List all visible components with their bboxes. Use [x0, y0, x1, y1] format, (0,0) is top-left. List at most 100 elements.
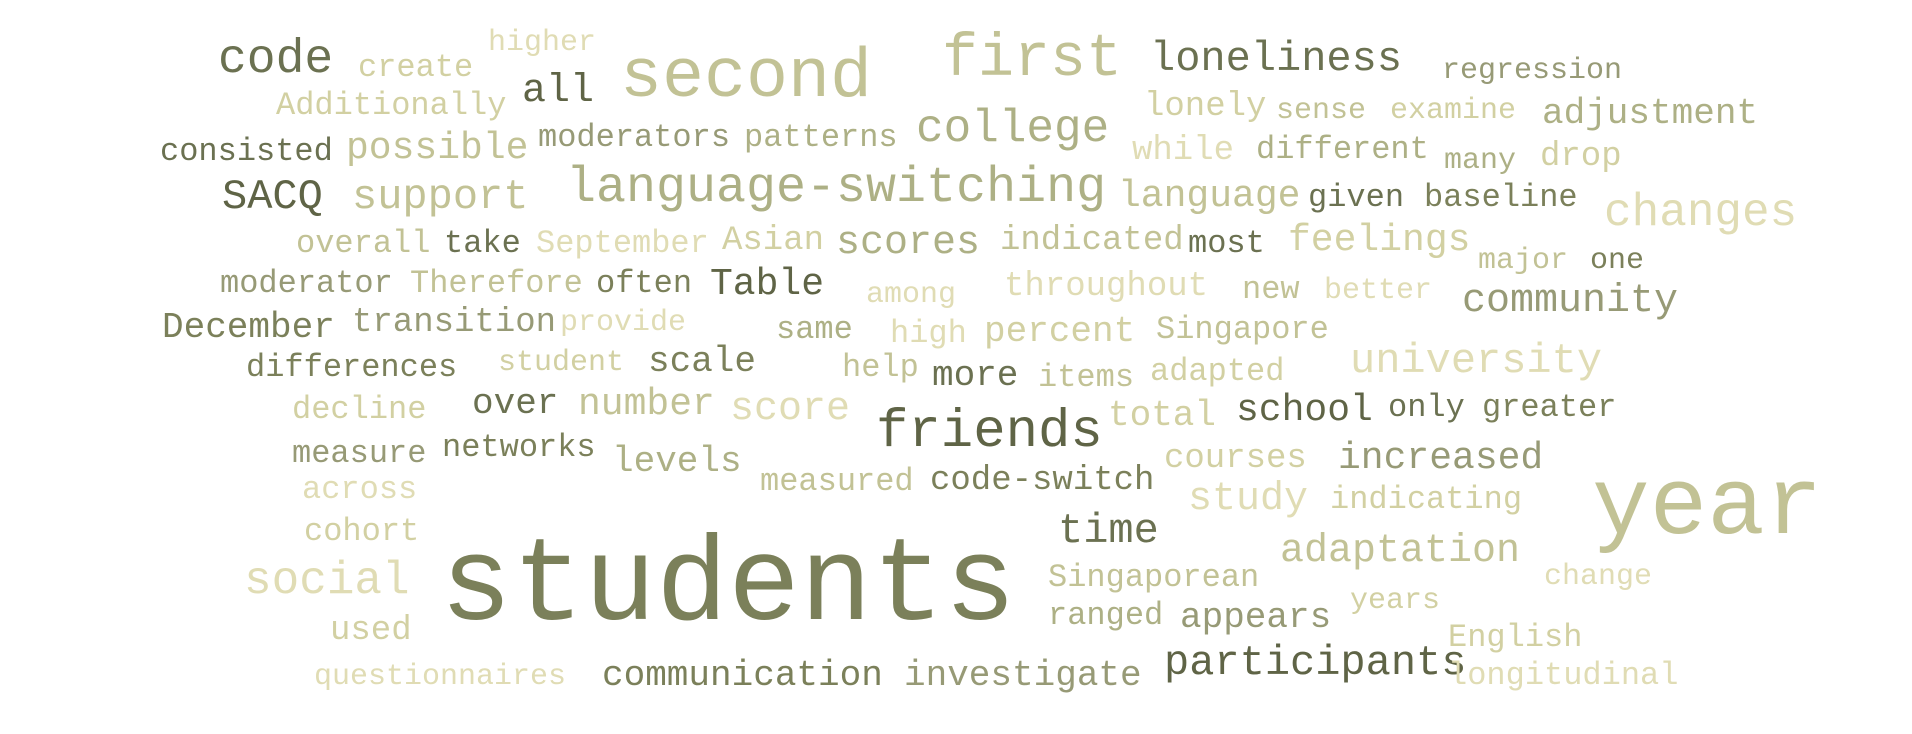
- word: December: [162, 307, 335, 348]
- word: changes: [1604, 187, 1798, 239]
- word: many: [1444, 144, 1517, 178]
- word: school: [1236, 389, 1373, 432]
- word: indicated: [1000, 222, 1184, 260]
- word: Singaporean: [1048, 559, 1260, 596]
- word: adjustment: [1542, 93, 1759, 134]
- word: transition: [352, 304, 557, 342]
- word: differences: [246, 349, 458, 386]
- word: students: [440, 520, 1017, 656]
- word: support: [352, 173, 529, 221]
- word: indicating: [1330, 481, 1523, 518]
- word: university: [1350, 337, 1603, 385]
- word: SACQ: [222, 173, 323, 221]
- word: higher: [488, 26, 597, 60]
- word: new: [1242, 271, 1300, 308]
- word: Singapore: [1156, 311, 1329, 348]
- word: over: [472, 383, 559, 424]
- word: study: [1188, 477, 1309, 522]
- word: appears: [1180, 597, 1332, 638]
- word: high: [890, 315, 967, 352]
- word: used: [330, 612, 412, 650]
- word: ranged: [1048, 597, 1164, 634]
- word: communication: [602, 655, 883, 696]
- word: measured: [760, 463, 914, 500]
- word: friends: [876, 402, 1103, 463]
- word: total: [1108, 395, 1217, 436]
- word: scores: [836, 221, 981, 266]
- word: Additionally: [276, 87, 507, 124]
- word: same: [776, 311, 853, 348]
- word: code: [218, 33, 334, 87]
- word: code-switch: [930, 462, 1155, 500]
- word: possible: [346, 127, 529, 170]
- word: most: [1188, 225, 1265, 262]
- word: English: [1448, 619, 1583, 656]
- word: often: [596, 265, 693, 302]
- word: regression: [1442, 54, 1623, 88]
- word: provide: [560, 306, 687, 340]
- word: questionnaires: [314, 660, 567, 694]
- word: moderator: [220, 265, 393, 302]
- word: create: [358, 49, 474, 86]
- word: score: [730, 387, 851, 432]
- word: lonely: [1144, 88, 1267, 126]
- word: throughout: [1004, 268, 1209, 306]
- word: Asian: [722, 222, 825, 260]
- word: take: [444, 225, 521, 262]
- word: baseline: [1424, 179, 1578, 216]
- word: increased: [1338, 437, 1544, 480]
- word: student: [498, 346, 625, 380]
- word: years: [1350, 584, 1441, 618]
- word: better: [1324, 274, 1433, 308]
- word: September: [536, 225, 709, 262]
- word: only: [1388, 389, 1465, 426]
- word: number: [578, 383, 715, 426]
- word: sense: [1276, 94, 1367, 128]
- word: across: [302, 471, 418, 508]
- word: examine: [1390, 94, 1517, 128]
- word: while: [1132, 132, 1235, 170]
- word: loneliness: [1150, 35, 1403, 83]
- word: investigate: [904, 655, 1142, 696]
- word: items: [1038, 359, 1135, 396]
- word: courses: [1164, 440, 1307, 478]
- word: Table: [710, 263, 825, 306]
- word: patterns: [744, 119, 898, 156]
- word: major: [1478, 244, 1569, 278]
- word: adapted: [1150, 353, 1285, 390]
- word: college: [916, 103, 1110, 155]
- word: more: [932, 355, 1019, 396]
- word: language: [1118, 175, 1301, 218]
- word: one: [1590, 244, 1645, 278]
- word: cohort: [304, 513, 420, 550]
- word: feelings: [1288, 219, 1471, 262]
- word: participants: [1164, 639, 1467, 687]
- word: networks: [442, 429, 596, 466]
- word: change: [1544, 560, 1653, 594]
- word: year: [1592, 453, 1823, 562]
- word: moderators: [538, 119, 731, 156]
- word: consisted: [160, 133, 333, 170]
- word: help: [842, 349, 919, 386]
- word: overall: [296, 225, 431, 262]
- word: longitudinal: [1448, 657, 1679, 694]
- word: greater: [1482, 389, 1617, 426]
- word: percent: [984, 311, 1136, 352]
- word: time: [1058, 507, 1159, 555]
- word: measure: [292, 435, 427, 472]
- word: second: [620, 39, 873, 118]
- word: Therefore: [410, 265, 583, 302]
- word: all: [522, 69, 595, 114]
- word: decline: [292, 391, 427, 428]
- word: different: [1256, 131, 1429, 168]
- word: first: [942, 26, 1123, 94]
- word: community: [1462, 279, 1679, 324]
- word: language-switching: [566, 160, 1107, 217]
- word: scale: [648, 341, 757, 382]
- word: levels: [612, 441, 742, 482]
- word: given: [1308, 179, 1405, 216]
- word: drop: [1540, 138, 1622, 176]
- word: among: [866, 278, 957, 312]
- word: social: [244, 555, 410, 607]
